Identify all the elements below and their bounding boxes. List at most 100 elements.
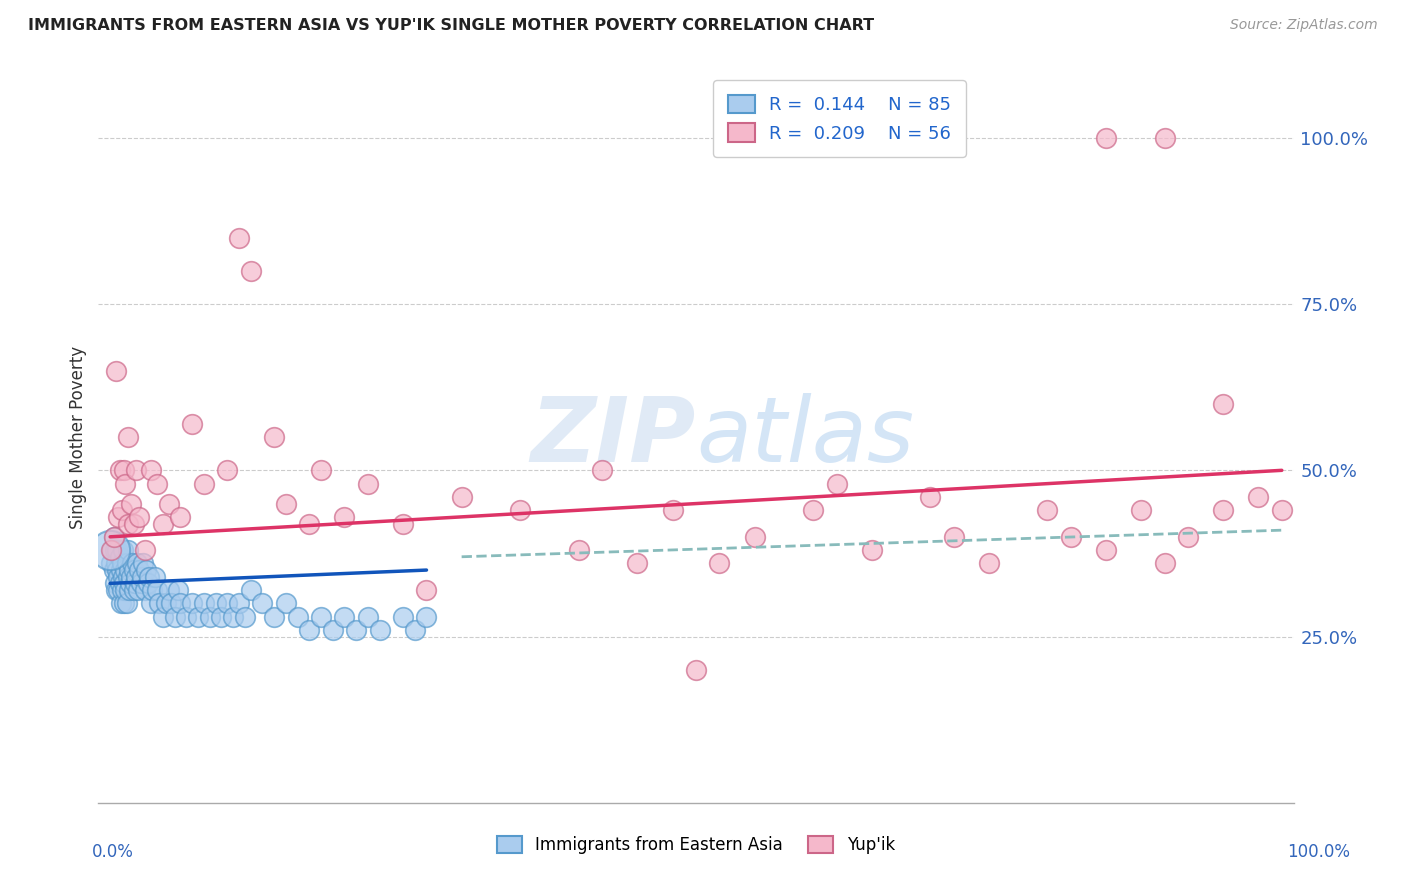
Point [1212, 397, 1234, 411]
Point [263, 430, 285, 444]
Point [155, 596, 177, 610]
Point [108, 549, 131, 564]
Point [136, 576, 159, 591]
Point [977, 557, 1000, 571]
Point [114, 563, 136, 577]
Point [134, 543, 156, 558]
Point [105, 543, 128, 558]
Point [122, 516, 145, 531]
Point [120, 570, 142, 584]
Point [131, 570, 153, 584]
Point [392, 609, 415, 624]
Point [163, 609, 186, 624]
Point [1271, 503, 1294, 517]
Point [239, 582, 262, 597]
Point [117, 430, 139, 444]
Point [111, 503, 134, 517]
Point [333, 509, 356, 524]
Point [174, 609, 197, 624]
Point [112, 570, 135, 584]
Point [404, 623, 426, 637]
Point [1153, 131, 1175, 145]
Point [146, 582, 169, 597]
Point [204, 596, 226, 610]
Point [112, 576, 135, 591]
Point [274, 497, 297, 511]
Point [118, 582, 141, 597]
Point [115, 596, 138, 610]
Point [117, 543, 139, 558]
Text: 0.0%: 0.0% [91, 843, 134, 861]
Point [100, 543, 122, 558]
Point [744, 530, 766, 544]
Point [509, 503, 531, 517]
Point [1177, 530, 1199, 544]
Point [103, 530, 125, 544]
Point [1060, 530, 1083, 544]
Text: Source: ZipAtlas.com: Source: ZipAtlas.com [1230, 18, 1378, 32]
Point [120, 497, 142, 511]
Point [127, 557, 149, 571]
Text: IMMIGRANTS FROM EASTERN ASIA VS YUP'IK SINGLE MOTHER POVERTY CORRELATION CHART: IMMIGRANTS FROM EASTERN ASIA VS YUP'IK S… [28, 18, 875, 33]
Point [143, 570, 166, 584]
Point [134, 582, 156, 597]
Point [942, 530, 965, 544]
Point [146, 476, 169, 491]
Point [568, 543, 591, 558]
Point [1095, 131, 1118, 145]
Point [211, 609, 233, 624]
Point [98, 543, 121, 558]
Point [141, 582, 163, 597]
Point [198, 609, 221, 624]
Point [112, 596, 135, 610]
Point [626, 557, 648, 571]
Point [1247, 490, 1270, 504]
Point [141, 596, 163, 610]
Point [322, 623, 344, 637]
Point [120, 576, 141, 591]
Point [129, 576, 152, 591]
Point [132, 557, 155, 571]
Point [138, 570, 160, 584]
Point [217, 463, 239, 477]
Y-axis label: Single Mother Poverty: Single Mother Poverty [69, 345, 87, 529]
Point [709, 557, 731, 571]
Point [661, 503, 683, 517]
Point [125, 463, 148, 477]
Point [228, 596, 250, 610]
Point [160, 596, 183, 610]
Point [298, 516, 321, 531]
Point [152, 516, 174, 531]
Point [187, 609, 209, 624]
Point [860, 543, 883, 558]
Point [122, 582, 145, 597]
Point [105, 557, 128, 571]
Point [252, 596, 274, 610]
Point [169, 596, 191, 610]
Point [415, 582, 437, 597]
Point [118, 563, 141, 577]
Point [111, 582, 134, 597]
Point [110, 563, 132, 577]
Point [263, 609, 285, 624]
Point [1095, 543, 1118, 558]
Point [233, 609, 256, 624]
Point [128, 563, 150, 577]
Point [415, 609, 437, 624]
Point [1212, 503, 1234, 517]
Point [108, 576, 131, 591]
Point [110, 596, 132, 610]
Point [127, 582, 149, 597]
Point [112, 463, 135, 477]
Point [357, 609, 380, 624]
Point [114, 476, 136, 491]
Point [825, 476, 848, 491]
Point [333, 609, 356, 624]
Point [105, 582, 128, 597]
Point [107, 570, 129, 584]
Text: atlas: atlas [696, 393, 914, 481]
Point [114, 582, 136, 597]
Point [1153, 557, 1175, 571]
Point [122, 563, 145, 577]
Point [107, 582, 129, 597]
